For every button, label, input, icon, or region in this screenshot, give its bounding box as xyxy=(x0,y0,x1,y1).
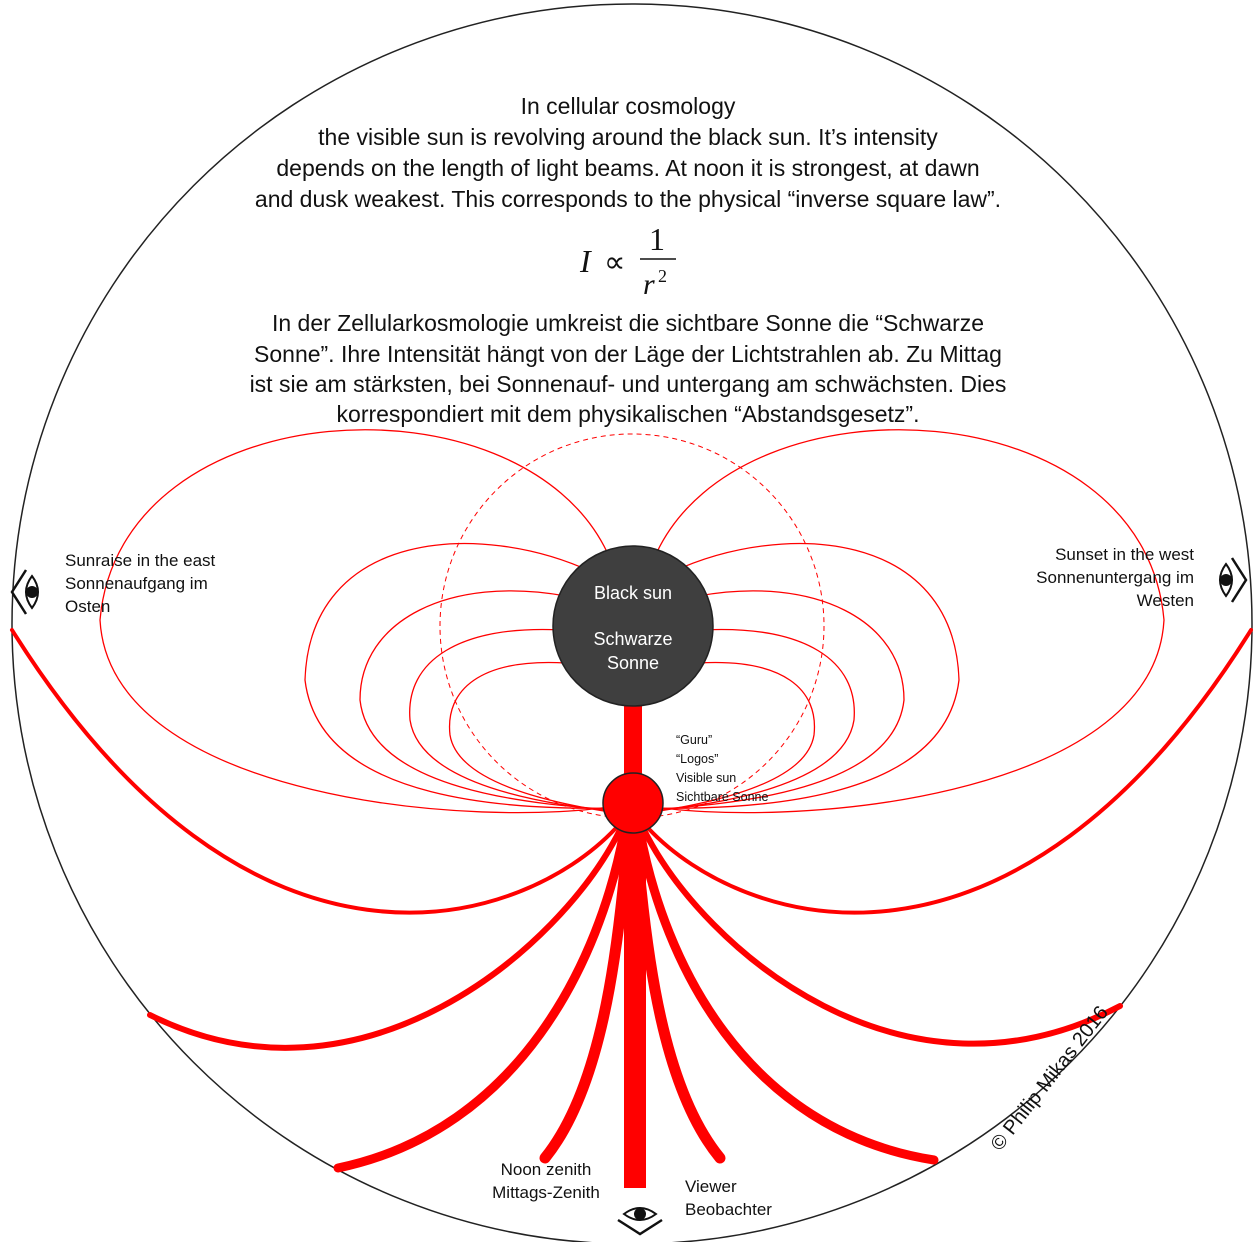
eye-icon-viewer-pupil xyxy=(634,1208,646,1220)
eye-icon-east-lid xyxy=(10,569,28,615)
eye-icon-viewer xyxy=(617,1207,663,1236)
field-line-right-1 xyxy=(641,429,1165,814)
formula-lhs: I xyxy=(579,243,592,279)
formula-denominator: r xyxy=(643,268,655,301)
viewer-labels: Viewer Beobachter xyxy=(685,1177,772,1219)
field-line-left-3 xyxy=(359,590,623,811)
field-line-right-5 xyxy=(639,661,816,815)
intro-de-line-3: ist sie am stärksten, bei Sonnenauf- und… xyxy=(250,371,1007,397)
copyright-text: © Philip Mikas 2016 xyxy=(987,1002,1113,1155)
east-label-2: Sonnenaufgang im xyxy=(65,574,208,593)
field-line-left-5 xyxy=(448,661,625,815)
eye-icon-west-pupil xyxy=(1220,574,1232,586)
intro-de-line-4: korrespondiert mit dem physikalischen “A… xyxy=(337,401,920,427)
field-lines xyxy=(99,429,1165,815)
visible-sun-label-guru: “Guru” xyxy=(676,733,712,747)
beam-east-horizon xyxy=(10,628,618,915)
black-sun-label-de-1: Schwarze xyxy=(593,629,672,649)
black-sun: Black sun Schwarze Sonne xyxy=(552,545,714,707)
intro-de-line-2: Sonne”. Ihre Intensität hängt von der Lä… xyxy=(254,341,1002,367)
beam-west-low xyxy=(641,827,1123,1047)
west-labels: Sunset in the west Sonnenuntergang im We… xyxy=(1036,545,1194,610)
field-line-right-3 xyxy=(641,590,905,811)
east-label-3: Osten xyxy=(65,597,110,616)
noon-label-1: Noon zenith xyxy=(501,1160,592,1179)
intro-english: In cellular cosmology the visible sun is… xyxy=(255,93,1001,212)
beam-west-mid xyxy=(635,827,939,1165)
intro-german: In der Zellularkosmologie umkreist die s… xyxy=(250,310,1007,427)
west-label-2: Sonnenuntergang im xyxy=(1036,568,1194,587)
field-line-left-2 xyxy=(304,542,623,809)
visible-sun-label-en: Visible sun xyxy=(676,771,736,785)
beam-east-low xyxy=(147,827,623,1051)
intro-en-line-2: the visible sun is revolving around the … xyxy=(318,124,938,150)
west-label-1: Sunset in the west xyxy=(1055,545,1194,564)
intro-de-line-1: In der Zellularkosmologie umkreist die s… xyxy=(272,310,984,336)
inverse-square-formula: I ∝ 1 r 2 xyxy=(579,221,676,301)
intro-en-line-4: and dusk weakest. This corresponds to th… xyxy=(255,186,1001,212)
eye-icon-west xyxy=(1219,557,1248,603)
east-label-1: Sunraise in the east xyxy=(65,551,216,570)
noon-labels: Noon zenith Mittags-Zenith xyxy=(492,1160,600,1202)
intro-en-line-1: In cellular cosmology xyxy=(521,93,736,119)
field-line-right-4 xyxy=(641,628,855,813)
west-label-3: Westen xyxy=(1137,591,1194,610)
noon-zenith-beam-lower xyxy=(624,828,646,1188)
intro-en-line-3: depends on the length of light beams. At… xyxy=(276,155,979,181)
eye-icon-east xyxy=(10,569,39,615)
viewer-label-de: Beobachter xyxy=(685,1200,772,1219)
formula-numerator: 1 xyxy=(649,221,665,257)
east-labels: Sunraise in the east Sonnenaufgang im Os… xyxy=(65,551,216,616)
beam-west-horizon xyxy=(646,628,1253,915)
black-sun-label-en: Black sun xyxy=(594,583,672,603)
eye-icon-east-pupil xyxy=(26,586,38,598)
field-line-right-2 xyxy=(641,542,960,809)
viewer-label-en: Viewer xyxy=(685,1177,737,1196)
black-sun-disc xyxy=(552,545,714,707)
beam-east-high xyxy=(539,828,634,1164)
eye-icon-viewer-lid xyxy=(617,1218,663,1236)
field-line-left-1 xyxy=(99,429,623,814)
formula-exponent: 2 xyxy=(658,266,667,286)
visible-sun xyxy=(602,772,664,834)
visible-sun-labels: “Guru” “Logos” Visible sun Sichtbare Son… xyxy=(676,733,768,804)
field-line-left-4 xyxy=(409,628,623,813)
beam-east-mid xyxy=(333,827,629,1173)
visible-sun-label-de: Sichtbare Sonne xyxy=(676,790,768,804)
formula-relation: ∝ xyxy=(604,246,625,279)
noon-label-2: Mittags-Zenith xyxy=(492,1183,600,1202)
outer-circle xyxy=(11,3,1253,1242)
black-sun-label-de-2: Sonne xyxy=(607,653,659,673)
visible-sun-label-logos: “Logos” xyxy=(676,752,718,766)
eye-icon-west-lid xyxy=(1230,557,1248,603)
